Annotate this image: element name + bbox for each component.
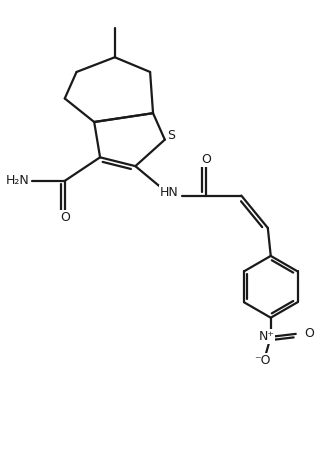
Text: ⁻O: ⁻O xyxy=(254,355,270,368)
Text: O: O xyxy=(201,153,211,166)
Text: O: O xyxy=(304,328,314,340)
Text: S: S xyxy=(167,129,175,142)
Text: H₂N: H₂N xyxy=(6,174,29,187)
Text: O: O xyxy=(60,211,70,224)
Text: HN: HN xyxy=(160,185,178,198)
Text: N⁺: N⁺ xyxy=(258,330,274,343)
